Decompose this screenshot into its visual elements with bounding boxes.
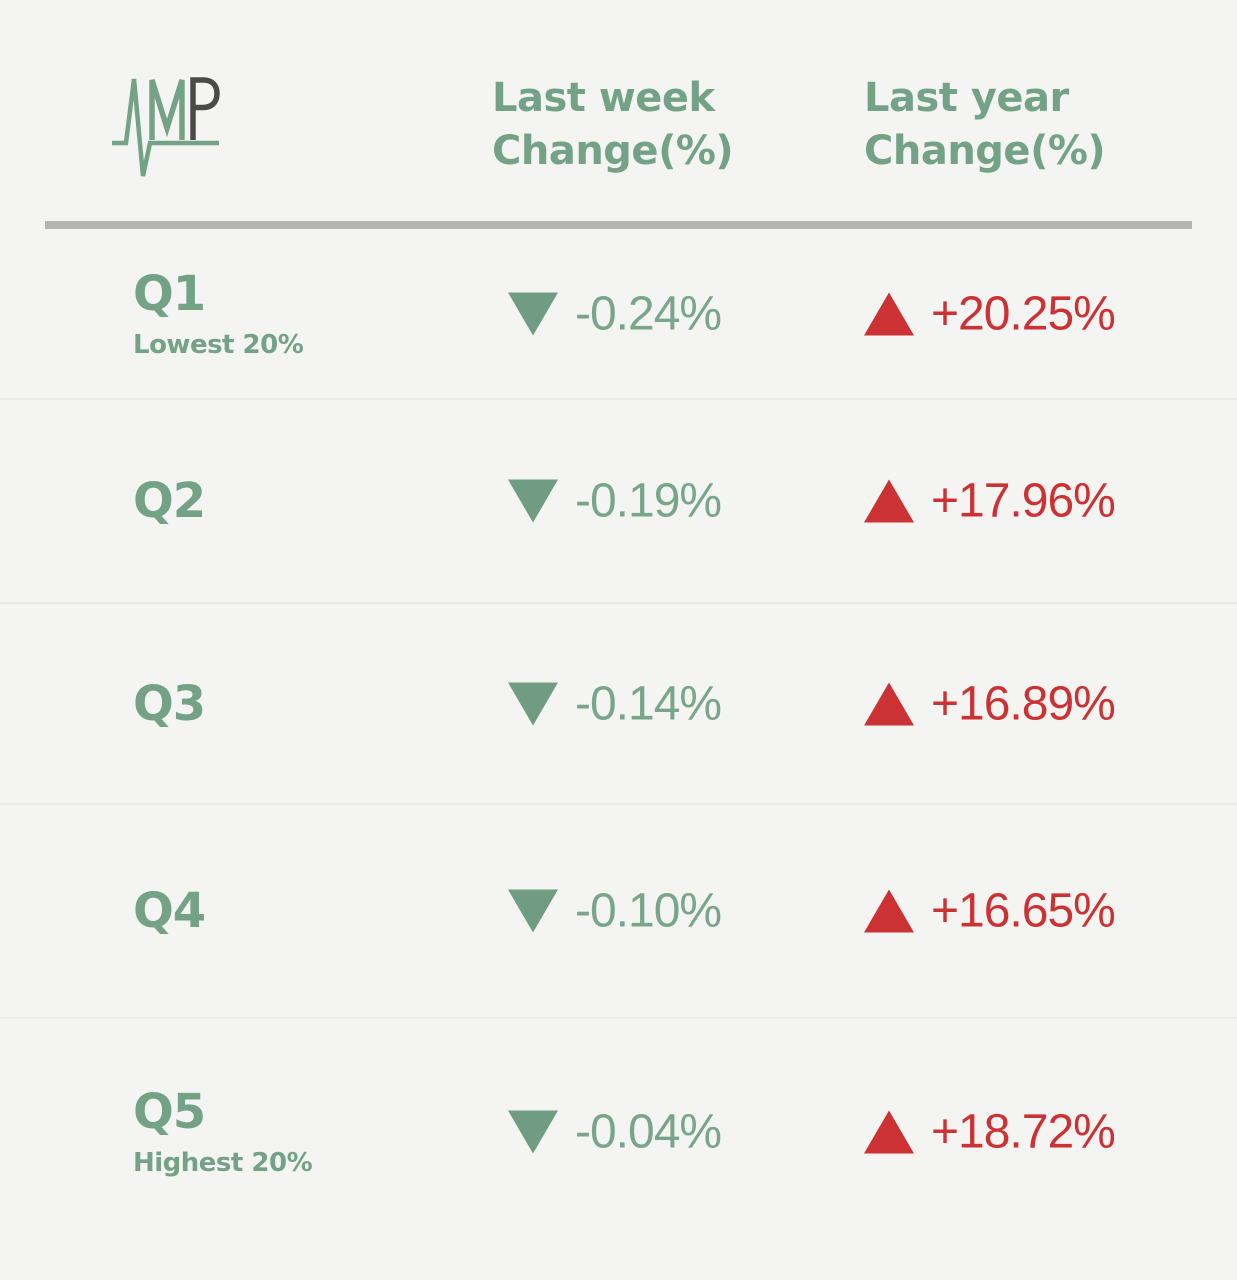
quintile-label: Q3 (133, 675, 206, 732)
amp-pulse-logo (112, 77, 220, 177)
column-header-last-week: Last week Change(%) (492, 72, 734, 178)
logo-letter-p (190, 77, 220, 140)
triangle-up-icon (864, 479, 914, 523)
quintile-label: Q1 (133, 266, 206, 322)
year-change-cell: +20.25% (864, 287, 1116, 342)
week-change-value: -0.10% (575, 884, 722, 938)
triangle-up-icon (864, 1110, 914, 1153)
quintile-label: Q2 (133, 473, 206, 529)
week-change-value: -0.14% (575, 677, 722, 730)
quintile-sublabel: Highest 20% (133, 1147, 313, 1178)
table-row-q3: Q3 -0.14% +16.89% (0, 604, 1237, 805)
triangle-down-icon (508, 889, 558, 933)
triangle-down-icon (508, 1110, 558, 1153)
pulse-line-icon (112, 78, 219, 177)
week-change-cell: -0.24% (508, 287, 722, 342)
header-line: Change(%) (492, 128, 734, 174)
triangle-down-icon (508, 682, 558, 725)
quintile-cell: Q2 (133, 473, 206, 529)
quintile-cell: Q5 Highest 20% (133, 1083, 313, 1178)
year-change-value: +20.25% (931, 287, 1116, 341)
header-line: Last week (492, 75, 715, 121)
quintile-cell: Q4 (133, 883, 206, 939)
week-change-cell: -0.04% (508, 1104, 722, 1159)
year-change-value: +16.89% (931, 677, 1116, 730)
week-change-value: -0.24% (575, 287, 722, 341)
header-line: Last year (864, 75, 1069, 121)
week-change-cell: -0.14% (508, 676, 722, 731)
quintile-label: Q5 (133, 1083, 206, 1140)
column-header-last-year: Last year Change(%) (864, 72, 1106, 178)
year-change-cell: +16.65% (864, 884, 1116, 939)
triangle-up-icon (864, 889, 914, 933)
table-body: Q1 Lowest 20% -0.24% +20.25% Q2 -0.19% (0, 230, 1237, 1244)
year-change-value: +17.96% (931, 474, 1116, 528)
year-change-value: +18.72% (931, 1105, 1116, 1158)
table-row-q2: Q2 -0.19% +17.96% (0, 400, 1237, 604)
quintile-cell: Q1 Lowest 20% (133, 266, 304, 360)
table-row-q5: Q5 Highest 20% -0.04% +18.72% (0, 1019, 1237, 1244)
triangle-down-icon (508, 292, 558, 336)
triangle-up-icon (864, 682, 914, 725)
year-change-cell: +16.89% (864, 676, 1116, 731)
header-divider (45, 221, 1192, 229)
logo-letter-m (149, 79, 185, 140)
week-change-value: -0.04% (575, 1105, 722, 1158)
week-change-cell: -0.19% (508, 474, 722, 529)
header-line: Change(%) (864, 128, 1106, 174)
week-change-value: -0.19% (575, 474, 722, 528)
quintile-sublabel: Lowest 20% (133, 330, 304, 360)
year-change-cell: +17.96% (864, 474, 1116, 529)
quintile-label: Q4 (133, 883, 206, 939)
week-change-cell: -0.10% (508, 884, 722, 939)
quintile-cell: Q3 (133, 675, 206, 732)
year-change-value: +16.65% (931, 884, 1116, 938)
triangle-up-icon (864, 292, 914, 336)
table-row-q1: Q1 Lowest 20% -0.24% +20.25% (0, 230, 1237, 400)
triangle-down-icon (508, 479, 558, 523)
table-row-q4: Q4 -0.10% +16.65% (0, 805, 1237, 1019)
year-change-cell: +18.72% (864, 1104, 1116, 1159)
